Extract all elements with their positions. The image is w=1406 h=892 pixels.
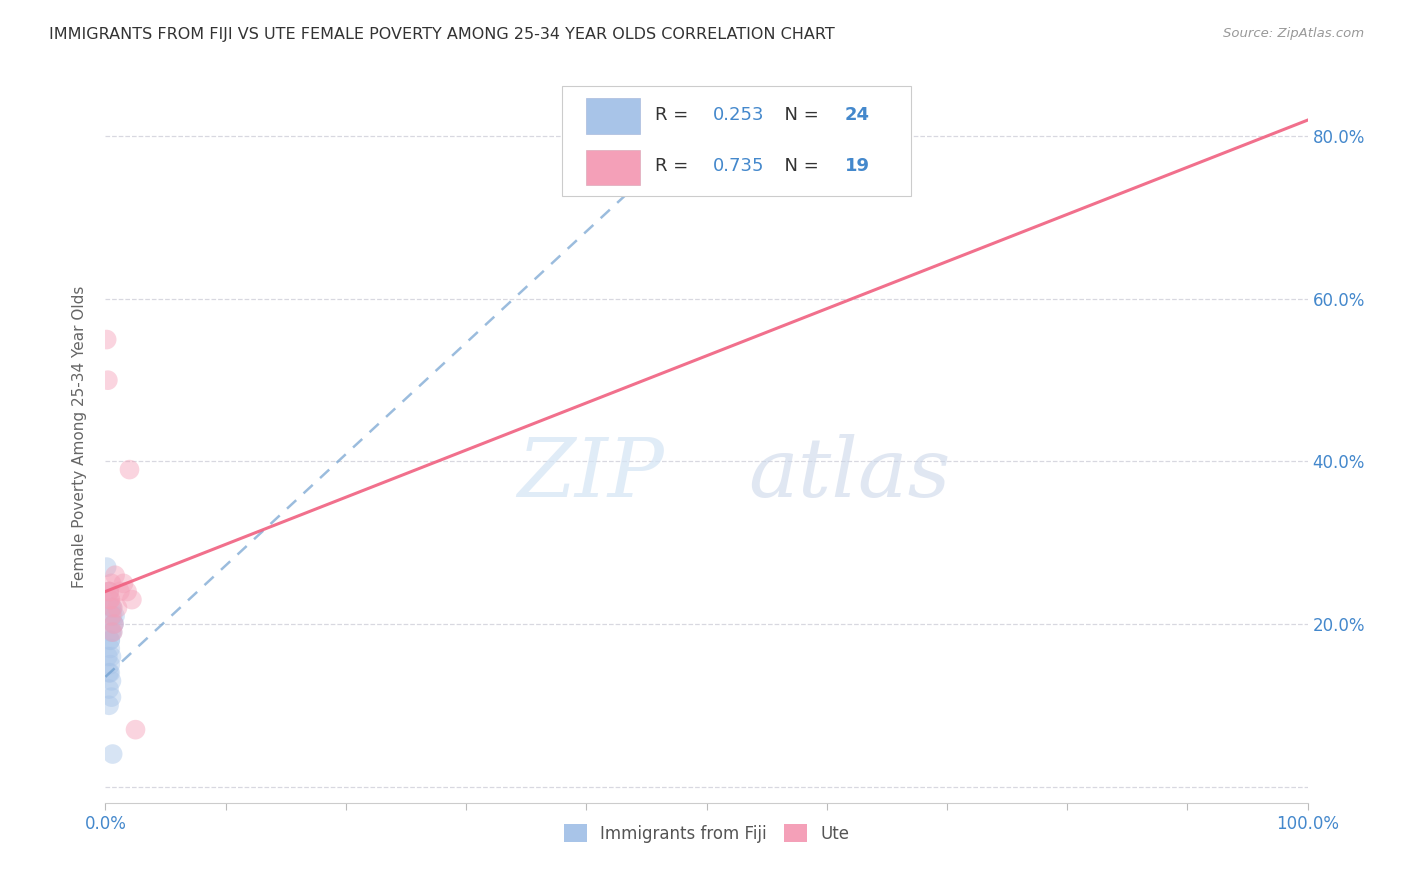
Point <box>96 560 118 574</box>
Legend: Immigrants from Fiji, Ute: Immigrants from Fiji, Ute <box>557 818 856 849</box>
Point <box>101 747 124 761</box>
Text: R =: R = <box>655 158 693 176</box>
Point <box>100 625 122 640</box>
Text: N =: N = <box>773 158 824 176</box>
Point <box>101 608 124 623</box>
Point <box>98 592 121 607</box>
Text: Source: ZipAtlas.com: Source: ZipAtlas.com <box>1223 27 1364 40</box>
Text: 0.735: 0.735 <box>713 158 763 176</box>
Point <box>103 617 125 632</box>
FancyBboxPatch shape <box>586 150 640 185</box>
Point <box>98 584 121 599</box>
Point <box>121 592 143 607</box>
Text: ZIP: ZIP <box>517 434 665 514</box>
Point <box>100 600 122 615</box>
Text: R =: R = <box>655 106 693 124</box>
Text: N =: N = <box>773 106 824 124</box>
Point <box>107 600 129 615</box>
Point <box>98 633 121 648</box>
Point <box>103 617 125 632</box>
Point <box>100 608 122 623</box>
Text: atlas: atlas <box>748 434 950 514</box>
Point <box>98 584 121 599</box>
Point <box>112 576 135 591</box>
Point <box>101 625 124 640</box>
Point <box>96 333 118 347</box>
Point <box>98 633 121 648</box>
Point <box>98 665 121 680</box>
Y-axis label: Female Poverty Among 25-34 Year Olds: Female Poverty Among 25-34 Year Olds <box>72 286 87 588</box>
Point <box>101 625 124 640</box>
Point <box>100 690 122 705</box>
Point <box>124 723 146 737</box>
Point <box>100 673 122 688</box>
Point <box>98 665 121 680</box>
Text: 0.253: 0.253 <box>713 106 763 124</box>
Point <box>100 576 122 591</box>
Point <box>101 600 124 615</box>
Point <box>97 649 120 664</box>
Point <box>98 681 121 696</box>
Point <box>98 584 121 599</box>
Text: IMMIGRANTS FROM FIJI VS UTE FEMALE POVERTY AMONG 25-34 YEAR OLDS CORRELATION CHA: IMMIGRANTS FROM FIJI VS UTE FEMALE POVER… <box>49 27 835 42</box>
Point <box>108 584 131 599</box>
FancyBboxPatch shape <box>586 98 640 134</box>
Point <box>115 584 138 599</box>
Point <box>98 657 121 672</box>
Point <box>100 649 122 664</box>
Point <box>104 568 127 582</box>
FancyBboxPatch shape <box>562 86 911 195</box>
Point <box>118 462 141 476</box>
Point <box>98 592 121 607</box>
Point <box>104 608 127 623</box>
Point <box>98 698 121 713</box>
Text: 19: 19 <box>845 158 870 176</box>
Point <box>97 373 120 387</box>
Point <box>103 617 125 632</box>
Point <box>98 641 121 656</box>
Point <box>98 592 121 607</box>
Point <box>101 600 124 615</box>
Text: 24: 24 <box>845 106 870 124</box>
